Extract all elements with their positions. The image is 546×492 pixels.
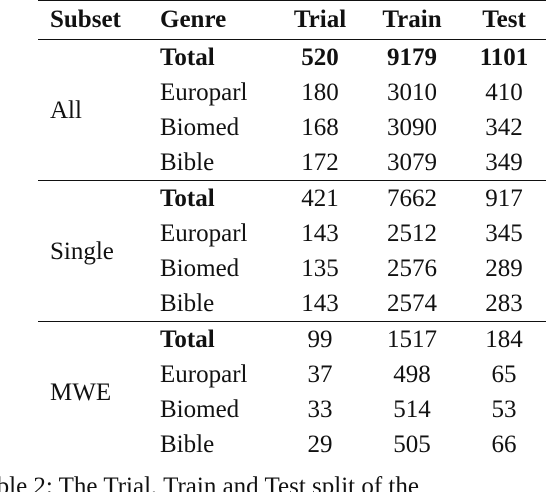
test-cell: 349 bbox=[485, 149, 523, 176]
header-subset: Subset bbox=[38, 0, 150, 40]
test-cell: 66 bbox=[491, 431, 517, 458]
header-train: Train bbox=[362, 0, 462, 40]
table-caption: Table 2: The Trial, Train and Test split… bbox=[0, 470, 546, 492]
subset-label: All bbox=[50, 96, 82, 124]
test-cell: 342 bbox=[485, 114, 523, 141]
test-cell: 917 bbox=[462, 180, 546, 216]
genre-cell: Biomed bbox=[160, 114, 240, 141]
table-row: Biomed 135 2576 289 bbox=[38, 251, 546, 286]
group-all: All Total 520 9179 1101 Europarl 180 301… bbox=[38, 40, 546, 181]
header-test: Test bbox=[462, 0, 546, 40]
genre-cell: Europarl bbox=[160, 361, 248, 388]
genre-cell: Bible bbox=[160, 431, 215, 458]
train-cell: 9179 bbox=[387, 44, 437, 71]
table-row: MWE Total 99 1517 184 bbox=[38, 321, 546, 462]
genre-cell: Total bbox=[150, 321, 278, 357]
train-cell: 3090 bbox=[387, 114, 437, 141]
table-row: Europarl 37 498 65 bbox=[38, 357, 546, 392]
subset-label: MWE bbox=[38, 321, 150, 462]
train-cell: 3010 bbox=[387, 79, 437, 106]
table-row: Europarl 180 3010 410 bbox=[38, 75, 546, 110]
trial-cell: 33 bbox=[307, 396, 333, 423]
genre-cell: Total bbox=[160, 44, 215, 71]
test-cell: 289 bbox=[485, 255, 523, 282]
trial-cell: 37 bbox=[307, 361, 333, 388]
genre-cell: Biomed bbox=[160, 255, 240, 282]
group-mwe: MWE Total 99 1517 184 Europarl 37 498 65… bbox=[38, 321, 546, 462]
table-row: Europarl 143 2512 345 bbox=[38, 216, 546, 251]
trial-cell: 168 bbox=[301, 114, 339, 141]
table-row: Bible 143 2574 283 bbox=[38, 286, 546, 322]
trial-cell: 520 bbox=[301, 44, 339, 71]
test-cell: 345 bbox=[485, 220, 523, 247]
trial-cell: 172 bbox=[301, 149, 339, 176]
train-cell: 2576 bbox=[387, 255, 437, 282]
trial-cell: 29 bbox=[307, 431, 333, 458]
trial-cell: 143 bbox=[301, 220, 339, 247]
test-cell: 1101 bbox=[479, 44, 529, 71]
table-row: Single Total 421 7662 917 bbox=[38, 180, 546, 322]
train-cell: 1517 bbox=[362, 321, 462, 357]
test-cell: 410 bbox=[485, 79, 523, 106]
genre-cell: Bible bbox=[160, 290, 215, 317]
trial-cell: 143 bbox=[301, 290, 339, 317]
train-cell: 2574 bbox=[387, 290, 437, 317]
table-row: Bible 172 3079 349 bbox=[38, 145, 546, 181]
table-header-row: Subset Genre Trial Train Test bbox=[38, 0, 546, 40]
trial-cell: 99 bbox=[278, 321, 362, 357]
trial-cell: 180 bbox=[301, 79, 339, 106]
subset-label: Single bbox=[38, 180, 150, 322]
header-genre: Genre bbox=[150, 0, 278, 40]
test-cell: 283 bbox=[485, 290, 523, 317]
trial-cell: 135 bbox=[301, 255, 339, 282]
genre-cell: Europarl bbox=[160, 220, 248, 247]
train-cell: 7662 bbox=[362, 180, 462, 216]
data-table-container: Subset Genre Trial Train Test All Total … bbox=[38, 0, 546, 462]
trial-cell: 421 bbox=[278, 180, 362, 216]
test-cell: 53 bbox=[491, 396, 517, 423]
genre-cell: Europarl bbox=[160, 79, 248, 106]
table-row: Bible 29 505 66 bbox=[38, 427, 546, 462]
genre-cell: Bible bbox=[160, 149, 215, 176]
group-single: Single Total 421 7662 917 Europarl 143 2… bbox=[38, 180, 546, 322]
table-row: All Total 520 9179 1101 bbox=[38, 40, 546, 124]
data-table: Subset Genre Trial Train Test All Total … bbox=[38, 0, 546, 462]
train-cell: 2512 bbox=[387, 220, 437, 247]
test-cell: 65 bbox=[491, 361, 517, 388]
table-row: Biomed 33 514 53 bbox=[38, 392, 546, 427]
test-cell: 184 bbox=[462, 321, 546, 357]
train-cell: 505 bbox=[393, 431, 431, 458]
caption-text: Table 2: The Trial, Train and Test split… bbox=[0, 473, 419, 492]
train-cell: 498 bbox=[393, 361, 431, 388]
genre-cell: Biomed bbox=[160, 396, 240, 423]
genre-cell: Total bbox=[150, 180, 278, 216]
train-cell: 514 bbox=[393, 396, 431, 423]
header-trial: Trial bbox=[278, 0, 362, 40]
train-cell: 3079 bbox=[387, 149, 437, 176]
table-row: Biomed 168 3090 342 bbox=[38, 110, 546, 145]
